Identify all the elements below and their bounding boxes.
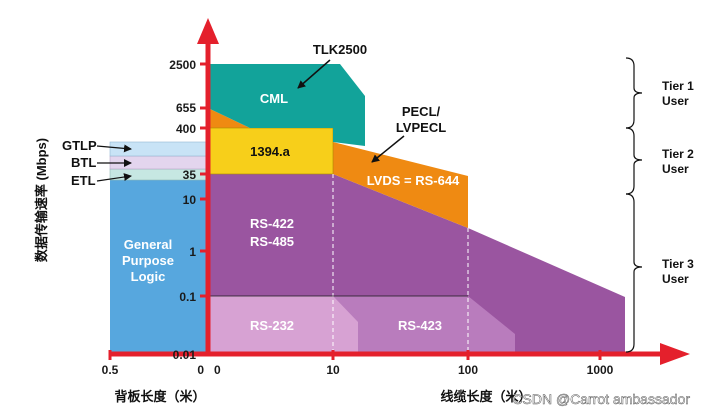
- general-purpose-logic-region: [110, 180, 208, 354]
- rs423-label: RS-423: [398, 318, 442, 333]
- gtlp-label: GTLP: [62, 138, 97, 153]
- cml-region: [208, 64, 365, 146]
- x-axis-title-cable: 线缆长度（米）: [440, 389, 531, 404]
- y-tick-10: 10: [183, 193, 197, 207]
- tier3-sub: User: [662, 272, 689, 286]
- rs232-label: RS-232: [250, 318, 294, 333]
- y-axis-title: 数据传输速率 (Mbps): [34, 138, 49, 262]
- x-tick-backplane-0.5: 0.5: [102, 363, 119, 377]
- tier1-title: Tier 1: [662, 79, 694, 93]
- etl-pointer: [96, 173, 132, 182]
- x-tick-cable-10: 10: [326, 363, 340, 377]
- tier3-title: Tier 3: [662, 257, 694, 271]
- x-axis-arrowhead: [660, 343, 690, 365]
- tier1-sub: User: [662, 94, 689, 108]
- gpl-label-line3: Logic: [131, 269, 166, 284]
- rs423-region: [333, 296, 515, 354]
- y-tick-2500: 2500: [169, 58, 196, 72]
- cml-label: CML: [260, 91, 288, 106]
- y-tick-1: 1: [189, 245, 196, 259]
- y-tick-35: 35: [183, 168, 197, 182]
- x-tick-marks: [108, 350, 602, 360]
- x-tick-cable-100: 100: [458, 363, 478, 377]
- ieee1394-region: [207, 127, 334, 175]
- x-tick-cable-1000: 1000: [587, 363, 614, 377]
- rs422-label: RS-422: [250, 216, 294, 231]
- pecl-label-line1: PECL/: [402, 104, 441, 119]
- pecl-label-line2: LVPECL: [396, 120, 446, 135]
- y-tick-0.01: 0.01: [173, 348, 197, 362]
- tier3-brace: [625, 193, 643, 353]
- gtlp-pointer: [96, 144, 132, 153]
- tier1-brace: [625, 57, 643, 129]
- x-tick-backplane-0: 0: [197, 363, 204, 377]
- btl-label: BTL: [71, 155, 96, 170]
- x-tick-cable-0: 0: [214, 363, 221, 377]
- ieee1394-label: 1394.a: [250, 144, 291, 159]
- tlk2500-label: TLK2500: [313, 42, 367, 57]
- y-tick-400: 400: [176, 122, 196, 136]
- rs232-region: [208, 296, 358, 354]
- gpl-label-line2: Purpose: [122, 253, 174, 268]
- x-axis-title-backplane: 背板长度（米）: [114, 389, 205, 404]
- tier2-sub: User: [662, 162, 689, 176]
- rs485-label: RS-485: [250, 234, 294, 249]
- pecl-pointer: [371, 135, 405, 163]
- tlk2500-pointer: [297, 59, 331, 89]
- watermark: CSDN @Carrot ambassador: [512, 391, 690, 407]
- tier2-title: Tier 2: [662, 147, 694, 161]
- gpl-label-line1: General: [124, 237, 172, 252]
- y-tick-655: 655: [176, 101, 196, 115]
- lvds-label: LVDS = RS-644: [367, 173, 460, 188]
- y-tick-0.1: 0.1: [179, 290, 196, 304]
- tier2-brace: [625, 127, 643, 195]
- etl-label: ETL: [71, 173, 96, 188]
- y-axis-arrowhead: [197, 18, 219, 44]
- y-tick-marks: [200, 62, 208, 298]
